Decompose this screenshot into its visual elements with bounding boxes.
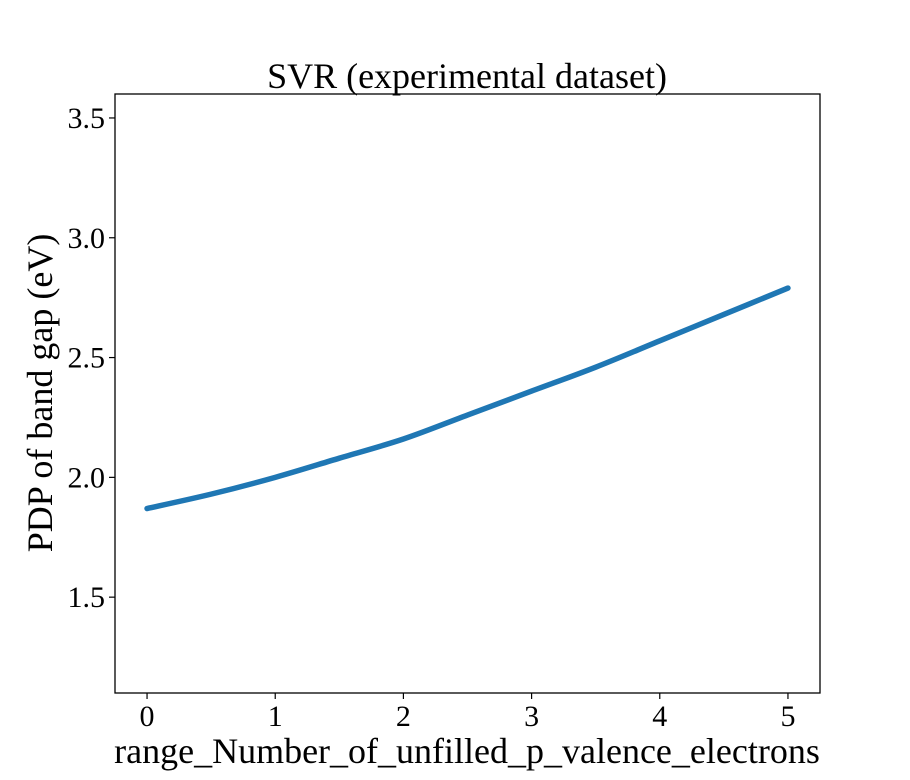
y-tick-label: 2.0: [68, 461, 106, 494]
x-tick-label: 4: [652, 700, 667, 733]
x-tick-label: 0: [140, 700, 155, 733]
x-axis-title: range_Number_of_unfilled_p_valence_elect…: [114, 731, 820, 771]
x-tick-label: 1: [268, 700, 283, 733]
y-tick-label: 3.5: [68, 102, 106, 135]
y-tick-label: 1.5: [68, 581, 106, 614]
plot-frame: [114, 93, 821, 694]
y-tick-label: 2.5: [68, 342, 106, 375]
series-line: [144, 285, 791, 512]
y-tick-label: 3.0: [68, 222, 106, 255]
x-axis-ticks: 0 1 2 3 4 5: [140, 693, 795, 733]
y-axis-title: PDP of band gap (eV): [20, 234, 60, 553]
series-layer: [144, 285, 791, 512]
chart-title: SVR (experimental dataset): [267, 56, 667, 96]
x-tick-label: 2: [396, 700, 411, 733]
x-tick-label: 5: [780, 700, 795, 733]
x-tick-label: 3: [524, 700, 539, 733]
y-axis-ticks: 1.5 2.0 2.5 3.0 3.5: [68, 102, 115, 614]
